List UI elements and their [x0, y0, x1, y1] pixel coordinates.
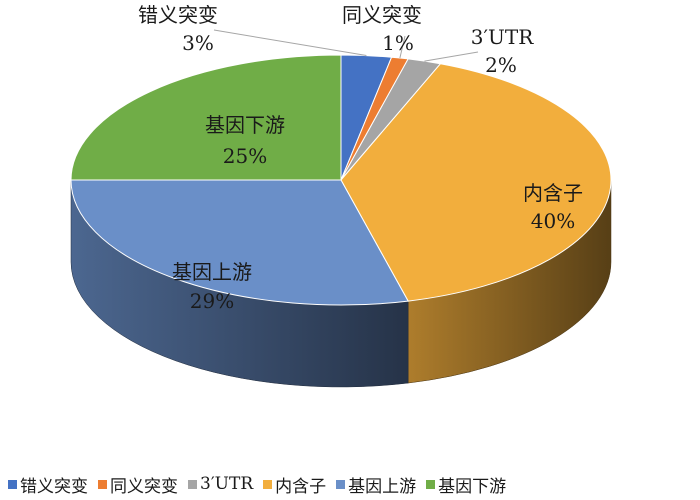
pie-slice [70, 179, 409, 306]
legend-item: 基因下游 [426, 472, 506, 497]
slice-label-name: 内含子 [523, 181, 583, 205]
legend-label: 内含子 [275, 476, 327, 497]
legend: 错义突变 同义突变 3′UTR 内含子 基因上游 基因下游 [8, 472, 506, 497]
legend-item: 错义突变 [8, 472, 88, 497]
legend-item: 同义突变 [98, 472, 178, 497]
slice-label-value: 25% [223, 144, 267, 168]
legend-label: 3′UTR [200, 474, 254, 494]
leader-line [399, 35, 406, 59]
slice-label-value: 1% [382, 31, 414, 55]
slice-label-value: 29% [190, 289, 234, 313]
legend-item: 内含子 [263, 472, 326, 497]
slice-label-name: 基因下游 [205, 113, 285, 137]
slice-label-name: 基因上游 [172, 260, 252, 284]
legend-swatch [8, 479, 17, 489]
slice-label-value: 3% [182, 31, 214, 55]
leader-line [424, 51, 479, 62]
legend-swatch [426, 479, 436, 489]
legend-swatch [263, 479, 273, 489]
legend-swatch [188, 479, 197, 489]
pie-slice [340, 63, 612, 302]
pie-slices [70, 54, 612, 306]
legend-label: 错义突变 [20, 476, 88, 497]
leader-lines [213, 29, 479, 62]
pie-slice [70, 54, 342, 181]
legend-swatch [98, 479, 107, 489]
legend-label: 同义突变 [110, 476, 178, 497]
slice-label-name: 错义突变 [138, 3, 218, 27]
legend-item: 基因上游 [336, 472, 416, 497]
legend-label: 基因下游 [438, 476, 507, 497]
legend-label: 基因上游 [348, 476, 417, 497]
leader-line [213, 29, 367, 57]
slice-label-value: 40% [531, 209, 575, 233]
legend-swatch [336, 479, 346, 489]
slice-label-value: 2% [485, 53, 517, 77]
data-labels: 错义突变 3% 同义突变 1% 3′UTR 2% 内含子 40% 基因上游 29… [138, 3, 583, 313]
legend-item: 3′UTR [188, 474, 253, 494]
slice-label-name: 同义突变 [342, 3, 422, 27]
slice-label-name: 3′UTR [471, 25, 534, 49]
